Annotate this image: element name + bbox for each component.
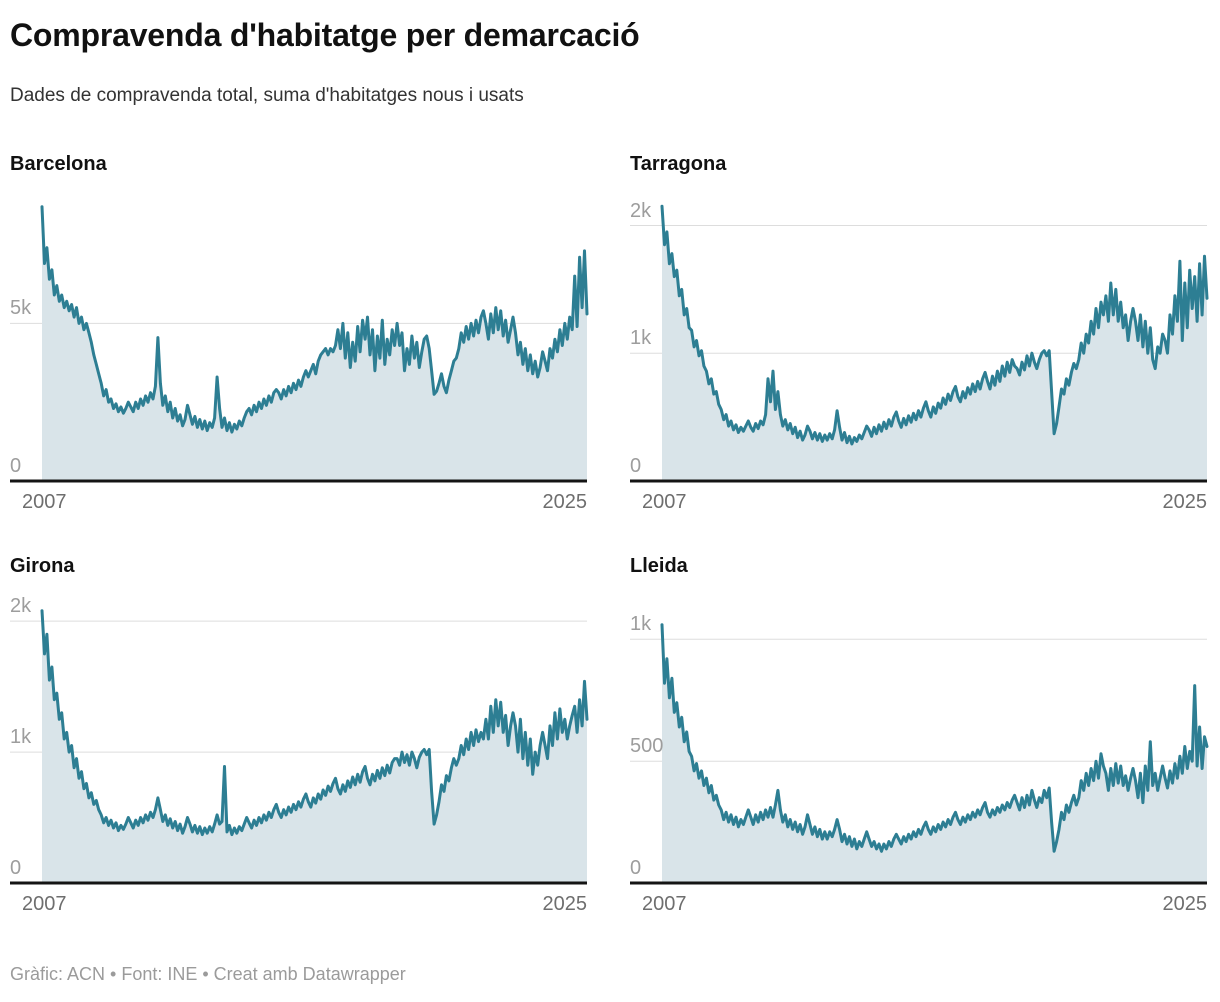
x-tick-label-start: 2007 — [642, 893, 687, 915]
x-tick-label-end: 2025 — [542, 893, 588, 915]
x-tick-label-start: 2007 — [22, 893, 67, 915]
chart-girona: 2k 1k 0 — [10, 592, 589, 885]
chart-area-fill — [42, 610, 587, 883]
chart-line — [660, 623, 1209, 853]
panel-lleida: Lleida 1k 500 0 2007 2025 — [630, 554, 1209, 916]
x-axis-labels: 2007 2025 — [630, 490, 1207, 514]
x-tick-label-end: 2025 — [1162, 893, 1208, 915]
panel-tarragona: Tarragona 2k 1k 0 2007 2025 — [630, 152, 1209, 514]
page-subtitle: Dades de compravenda total, suma d'habit… — [10, 85, 524, 106]
credit-line: Gràfic: ACN • Font: INE • Creat amb Data… — [10, 964, 406, 984]
x-tick-label-start: 2007 — [642, 491, 687, 513]
panel-title: Barcelona — [10, 153, 107, 175]
chart-area-fill — [662, 624, 1207, 883]
chart-barcelona: 5k 0 — [10, 190, 589, 483]
x-tick-label-end: 2025 — [1162, 491, 1208, 513]
panel-title: Lleida — [630, 555, 688, 577]
chart-line — [660, 204, 1209, 446]
chart-tarragona: 2k 1k 0 — [630, 190, 1209, 483]
chart-area-fill — [42, 206, 587, 482]
panel-title: Tarragona — [630, 153, 727, 175]
chart-line — [40, 205, 589, 434]
chart-svg — [630, 204, 1209, 483]
x-tick-label-start: 2007 — [22, 491, 67, 513]
panel-barcelona: Barcelona 5k 0 2007 2025 — [10, 152, 589, 514]
x-axis-labels: 2007 2025 — [10, 892, 587, 916]
small-multiples-grid: Barcelona 5k 0 2007 2025 Tarragona 2k 1k 0 … — [10, 152, 1209, 916]
chart-lleida: 1k 500 0 — [630, 592, 1209, 885]
chart-area-fill — [662, 206, 1207, 482]
panel-title: Girona — [10, 555, 75, 577]
chart-svg — [630, 623, 1209, 885]
x-axis-labels: 2007 2025 — [630, 892, 1207, 916]
x-tick-label-end: 2025 — [542, 491, 588, 513]
chart-svg — [10, 205, 589, 483]
chart-line — [40, 609, 589, 837]
x-axis-labels: 2007 2025 — [10, 490, 587, 514]
panel-girona: Girona 2k 1k 0 2007 2025 — [10, 554, 589, 916]
page-title: Compravenda d'habitatge per demarcació — [10, 17, 640, 53]
chart-svg — [10, 609, 589, 885]
